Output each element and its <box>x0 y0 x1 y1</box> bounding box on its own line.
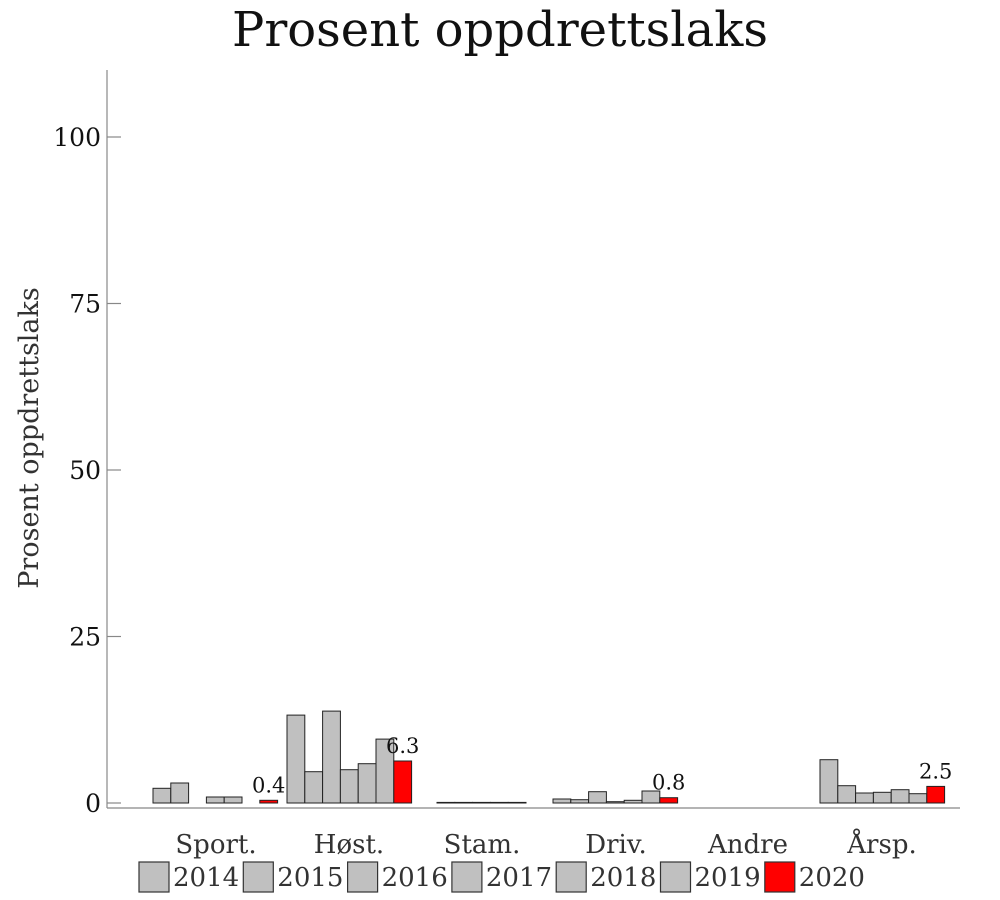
bar-driv-2019 <box>641 790 661 804</box>
bar-sport-2018 <box>223 796 243 804</box>
y-tick-label: 100 <box>53 123 101 152</box>
y-ticks: 0 25 50 75 100 <box>53 123 121 818</box>
data-label: 6.3 <box>386 734 419 758</box>
legend-label: 2017 <box>486 863 552 893</box>
bar-stam-2016 <box>472 801 491 804</box>
y-tick-label: 75 <box>69 290 101 319</box>
category-label: Andre <box>707 830 788 860</box>
bar-høst-2020 <box>393 760 413 804</box>
legend-label: 2019 <box>695 863 761 893</box>
bar-sport-2015 <box>170 782 190 804</box>
data-labels: 0.4 6.3 0.8 2.5 <box>252 734 952 797</box>
bar-stam-2018 <box>507 801 527 804</box>
y-axis-label: Prosent oppdrettslaks <box>14 287 45 588</box>
y-tick-label: 0 <box>85 789 101 818</box>
bar-høst-2017 <box>339 769 359 804</box>
legend-label: 2018 <box>590 863 656 893</box>
bar-sport-2020 <box>259 799 279 804</box>
bar-høst-2018 <box>357 763 377 804</box>
category-label: Høst. <box>314 830 384 860</box>
data-label: 0.8 <box>652 771 685 795</box>
chart-title: Prosent oppdrettslaks <box>232 2 768 58</box>
bar-driv-2014 <box>552 798 572 804</box>
legend-label: 2020 <box>799 863 865 893</box>
bar-driv-2016 <box>588 791 607 804</box>
bar-høst-2014 <box>286 714 306 804</box>
legend-label: 2015 <box>277 863 343 893</box>
legend-swatch-2019 <box>659 861 692 893</box>
bar-driv-2018 <box>623 799 643 804</box>
category-label: Sport. <box>175 830 256 860</box>
legend-label: 2016 <box>382 863 448 893</box>
data-label: 2.5 <box>919 759 952 783</box>
category-labels: Sport. Høst. Stam. Driv. Andre Årsp. <box>175 828 916 860</box>
legend-swatch-2015 <box>242 861 274 893</box>
bar-høst-2015 <box>304 771 324 804</box>
y-tick-label: 25 <box>69 623 101 652</box>
bar-årsp-2014 <box>819 759 839 804</box>
category-label: Driv. <box>585 830 646 860</box>
bar-årsp-2015 <box>837 785 857 804</box>
bar-driv-2017 <box>605 801 625 804</box>
bar-stam-2017 <box>489 801 509 804</box>
bar-stam-2014 <box>436 801 456 804</box>
legend-swatch-2014 <box>138 861 170 893</box>
data-label: 0.4 <box>252 773 285 797</box>
bar-driv-2020 <box>659 797 679 804</box>
bars <box>152 710 946 804</box>
bar-stam-2015 <box>454 801 474 804</box>
category-label: Årsp. <box>846 828 916 860</box>
bar-årsp-2018 <box>890 789 910 804</box>
legend-label: 2014 <box>173 863 239 893</box>
bar-sport-2017 <box>205 796 225 804</box>
bar-årsp-2017 <box>872 791 892 804</box>
legend-swatch-2020 <box>764 861 796 893</box>
y-tick-label: 50 <box>69 456 101 485</box>
category-label: Stam. <box>444 830 521 860</box>
legend-swatch-2017 <box>451 861 483 893</box>
bar-årsp-2019 <box>908 793 928 804</box>
legend-swatch-2018 <box>555 861 587 893</box>
bar-årsp-2020 <box>926 785 946 804</box>
bar-sport-2014 <box>152 787 172 804</box>
legend-swatch-2016 <box>347 861 379 893</box>
bar-årsp-2016 <box>855 792 874 804</box>
bar-høst-2016 <box>322 710 341 804</box>
bar-driv-2015 <box>570 799 590 804</box>
legend: 2014 2015 2016 2017 2018 2019 2020 <box>138 861 865 893</box>
